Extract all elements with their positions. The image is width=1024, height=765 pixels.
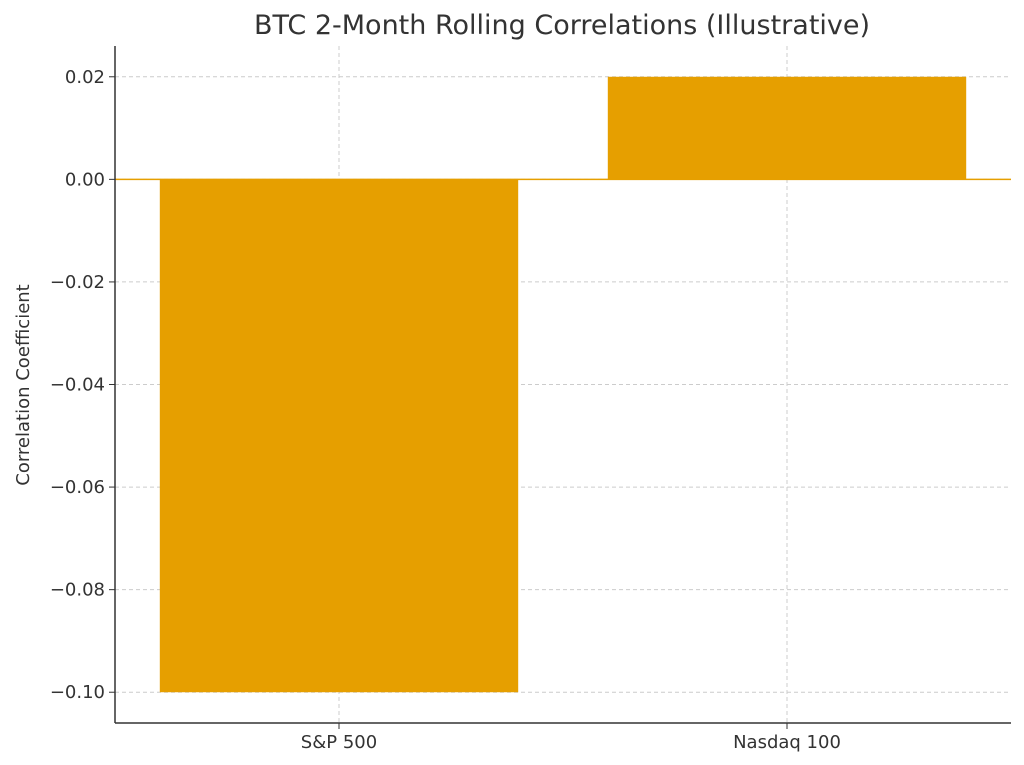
y-tick-label: −0.06 [50,477,105,498]
y-tick-label: −0.08 [50,580,105,601]
y-ticks: 0.02 0.00 −0.02 −0.04 −0.06 −0.08 −0.10 [50,67,115,703]
y-tick-label: 0.02 [65,67,105,88]
bars [159,76,967,693]
y-tick-label: −0.10 [50,682,105,703]
y-tick-label: 0.00 [65,169,105,190]
y-axis-label: Correlation Coefficient [13,284,34,485]
y-tick-label: −0.02 [50,272,105,293]
x-tick-label: Nasdaq 100 [733,732,841,753]
y-tick-label: −0.04 [50,375,105,396]
x-ticks: S&P 500 Nasdaq 100 [301,723,841,753]
bar-s-p-500 [159,179,519,693]
chart-title: BTC 2-Month Rolling Correlations (Illust… [254,10,870,41]
x-tick-label: S&P 500 [301,732,377,753]
bar-nasdaq-100 [607,76,967,180]
